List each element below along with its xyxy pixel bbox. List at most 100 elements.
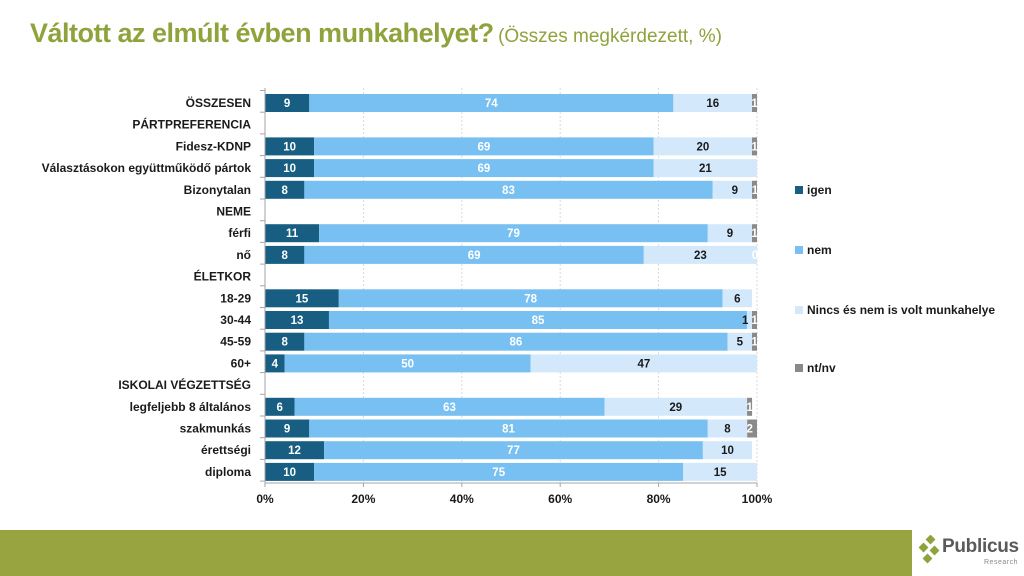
data-label: 5	[737, 337, 744, 349]
logo-diamond-icon	[918, 535, 940, 564]
data-label: 1	[746, 402, 753, 414]
data-label: 79	[507, 228, 520, 240]
data-label: 0	[752, 250, 758, 262]
bar-nincs	[747, 311, 753, 329]
bar-nincs	[643, 245, 757, 264]
bar-nt-nv	[752, 180, 757, 199]
bar-nincs	[707, 419, 748, 438]
bar-nincs	[683, 462, 757, 481]
bar-nem	[304, 180, 713, 199]
bar-nem	[328, 311, 748, 329]
category-label: érettségi	[201, 443, 251, 457]
legend-item: Nincs és nem is volt munkahelye	[795, 303, 995, 317]
category-label: 45-59	[220, 335, 251, 349]
bar-nincs	[673, 94, 753, 112]
data-label: 1	[751, 98, 758, 110]
data-label: 1	[751, 315, 758, 327]
x-tick-label: 40%	[450, 492, 474, 506]
bar-nt-nv	[752, 224, 757, 243]
bar-nem	[319, 224, 708, 243]
data-label: 8	[281, 250, 288, 262]
footer-bar	[0, 530, 912, 576]
logo-tagline: Research	[984, 559, 1018, 566]
bar-nincs	[722, 289, 753, 308]
data-label: 29	[669, 402, 682, 414]
category-label: nő	[236, 248, 251, 262]
legend-swatch	[795, 186, 803, 194]
category-label: 30-44	[220, 313, 251, 327]
bar-nt-nv	[752, 137, 757, 156]
data-label: 47	[637, 358, 650, 370]
data-label: 83	[502, 185, 515, 197]
bar-nem	[309, 94, 674, 112]
bar-igen	[265, 224, 320, 243]
category-label: ÉLETKOR	[194, 269, 252, 284]
data-label: 1	[752, 185, 759, 197]
bar-nem	[284, 354, 531, 373]
legend-item: nem	[795, 243, 832, 257]
data-label: 16	[706, 98, 719, 110]
data-label: 10	[721, 445, 734, 457]
stacked-bar-chart: ÖSSZESEN 9 74 16 1PÁRTPREFERENCIAFidesz-KDNP…	[42, 88, 773, 506]
bar-nincs	[712, 180, 757, 199]
data-label: 69	[478, 141, 491, 153]
bar-igen	[265, 332, 305, 351]
legend-label: igen	[807, 183, 832, 197]
title-main: Váltott az elmúlt évben munkahelyet?	[30, 18, 494, 48]
data-label: 4	[272, 358, 279, 370]
bar-nincs	[707, 224, 753, 243]
bar-nt-nv	[752, 94, 757, 112]
data-label: 1	[751, 337, 758, 349]
data-label: 1	[751, 141, 758, 153]
bar-igen	[265, 94, 310, 112]
data-label: 21	[699, 163, 712, 175]
legend-item: igen	[795, 183, 832, 197]
bar-nincs	[653, 137, 753, 156]
bar-igen	[265, 397, 295, 416]
bar-nem	[324, 441, 703, 460]
data-label: 2	[746, 424, 752, 436]
bar-nincs	[727, 332, 753, 351]
data-label: 6	[734, 293, 740, 305]
x-tick-label: 80%	[647, 492, 671, 506]
data-label: 10	[283, 141, 296, 153]
bar-nem	[304, 332, 728, 351]
bar-igen	[265, 137, 315, 156]
bar-igen	[265, 180, 305, 199]
bar-nincs	[653, 159, 757, 178]
x-tick-label: 0%	[256, 492, 274, 506]
x-tick-label: 60%	[548, 492, 572, 506]
bar-igen	[265, 289, 339, 308]
data-label: 13	[291, 315, 304, 327]
bar-igen	[265, 354, 285, 373]
data-label: 63	[443, 402, 456, 414]
legend-label: Nincs és nem is volt munkahelye	[807, 303, 996, 317]
data-label: 10	[283, 163, 296, 175]
data-label: 78	[524, 293, 537, 305]
bar-nem	[304, 245, 644, 264]
data-label: 20	[696, 141, 709, 153]
data-label: 85	[532, 315, 545, 327]
data-label: 15	[296, 293, 309, 305]
title-subtitle: (Összes megkérdezett, %)	[498, 26, 722, 47]
logo-name: Publicus	[942, 536, 1019, 557]
data-label: 86	[510, 337, 523, 349]
bar-igen	[265, 245, 305, 264]
bar-nem	[294, 397, 605, 416]
category-label: 60+	[231, 356, 251, 370]
bar-nem	[338, 289, 723, 308]
legend-swatch	[795, 246, 803, 254]
data-label: 15	[714, 467, 727, 479]
bar-igen	[265, 462, 315, 481]
data-label: 8	[724, 424, 731, 436]
data-label: 23	[694, 250, 707, 262]
bar-nem	[314, 462, 684, 481]
data-label: 9	[732, 185, 738, 197]
data-label: 75	[492, 467, 505, 479]
category-label: szakmunkás	[180, 422, 252, 436]
data-label: 77	[507, 445, 520, 457]
data-label: 9	[727, 228, 733, 240]
data-label: 9	[284, 424, 290, 436]
bar-nt-nv	[752, 332, 757, 351]
bar-nt-nv	[747, 419, 757, 438]
